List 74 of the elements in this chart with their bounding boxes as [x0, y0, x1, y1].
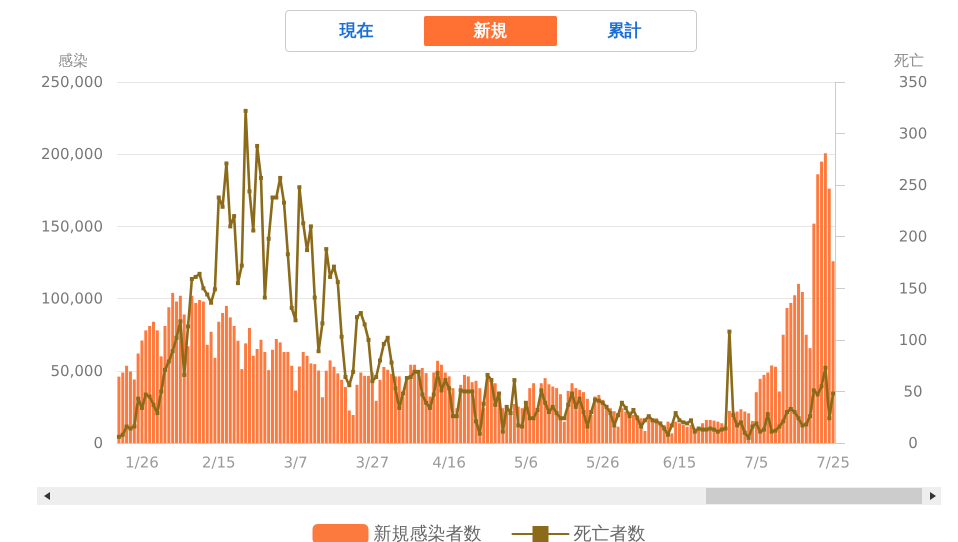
x-tick-label: 7/25 — [816, 454, 850, 472]
bar — [306, 356, 309, 443]
y2-tick-label: 100 — [898, 330, 928, 349]
bar — [248, 328, 251, 443]
bar — [462, 374, 466, 443]
x-tick-label: 2/15 — [202, 454, 236, 472]
tab-label: 累計 — [608, 21, 642, 41]
x-tick-label: 3/27 — [355, 454, 390, 472]
bar — [366, 376, 370, 443]
y2-axis-title: 死亡 — [894, 52, 924, 70]
y-tick-label: 250,000 — [40, 73, 103, 91]
bar — [286, 352, 290, 443]
bar — [117, 376, 120, 443]
bar — [551, 386, 554, 443]
bar — [632, 414, 635, 443]
bar — [597, 394, 600, 443]
bar — [409, 364, 412, 443]
bar — [313, 364, 316, 443]
bar — [386, 370, 390, 443]
bar — [198, 300, 202, 443]
y2-tick-label: 250 — [898, 176, 928, 194]
y2-tick-label: 200 — [898, 228, 928, 246]
bar — [624, 412, 628, 443]
y-tick-label: 100,000 — [40, 290, 103, 308]
bar — [202, 301, 205, 443]
bar — [144, 330, 148, 443]
x-tick-label: 6/15 — [662, 454, 696, 472]
y2-tick-label: 350 — [898, 73, 928, 91]
bar — [328, 360, 332, 443]
bar — [824, 153, 827, 443]
x-tick-label: 5/26 — [586, 454, 620, 472]
x-tick-label: 7/5 — [744, 454, 768, 472]
bar — [797, 284, 800, 443]
bar — [382, 367, 386, 443]
y-axis-title: 感染 — [58, 52, 88, 70]
bar — [690, 424, 693, 443]
y2-tick-label: 150 — [898, 279, 928, 298]
bar — [152, 322, 155, 443]
bar — [466, 376, 470, 443]
bar — [210, 332, 213, 443]
legend-label: 死亡者数 — [574, 524, 646, 542]
bar — [728, 410, 731, 443]
y-tick-label: 0 — [93, 434, 103, 452]
bar — [620, 408, 624, 443]
legend-label: 新規感染者数 — [374, 524, 482, 542]
x-tick-label: 3/7 — [283, 454, 308, 472]
x-tick-label: 1/26 — [125, 454, 159, 472]
bar — [125, 366, 128, 443]
bar — [774, 366, 777, 443]
bar — [302, 352, 305, 443]
y-tick-label: 200,000 — [40, 145, 103, 164]
x-tick-label: 5/6 — [514, 454, 538, 472]
bar — [274, 339, 278, 443]
bar — [224, 306, 228, 443]
bar — [390, 374, 394, 443]
bar — [190, 296, 194, 443]
bar — [758, 378, 762, 443]
bar — [512, 404, 516, 443]
y-tick-label: 150,000 — [40, 217, 103, 236]
y2-tick-label: 0 — [908, 434, 918, 452]
bar — [674, 422, 678, 443]
x-tick-label: 4/16 — [432, 454, 466, 472]
bar — [532, 383, 536, 443]
bar — [359, 372, 362, 443]
y2-tick-label: 300 — [898, 124, 928, 143]
y2-tick-label: 50 — [903, 382, 923, 400]
bar — [363, 376, 366, 443]
bar — [278, 342, 282, 443]
tab-label: 現在 — [340, 21, 374, 41]
y-tick-label: 50,000 — [50, 362, 103, 380]
bar — [413, 364, 416, 443]
bar — [171, 292, 174, 443]
tab-label: 新規 — [474, 21, 508, 41]
bar — [259, 340, 262, 443]
